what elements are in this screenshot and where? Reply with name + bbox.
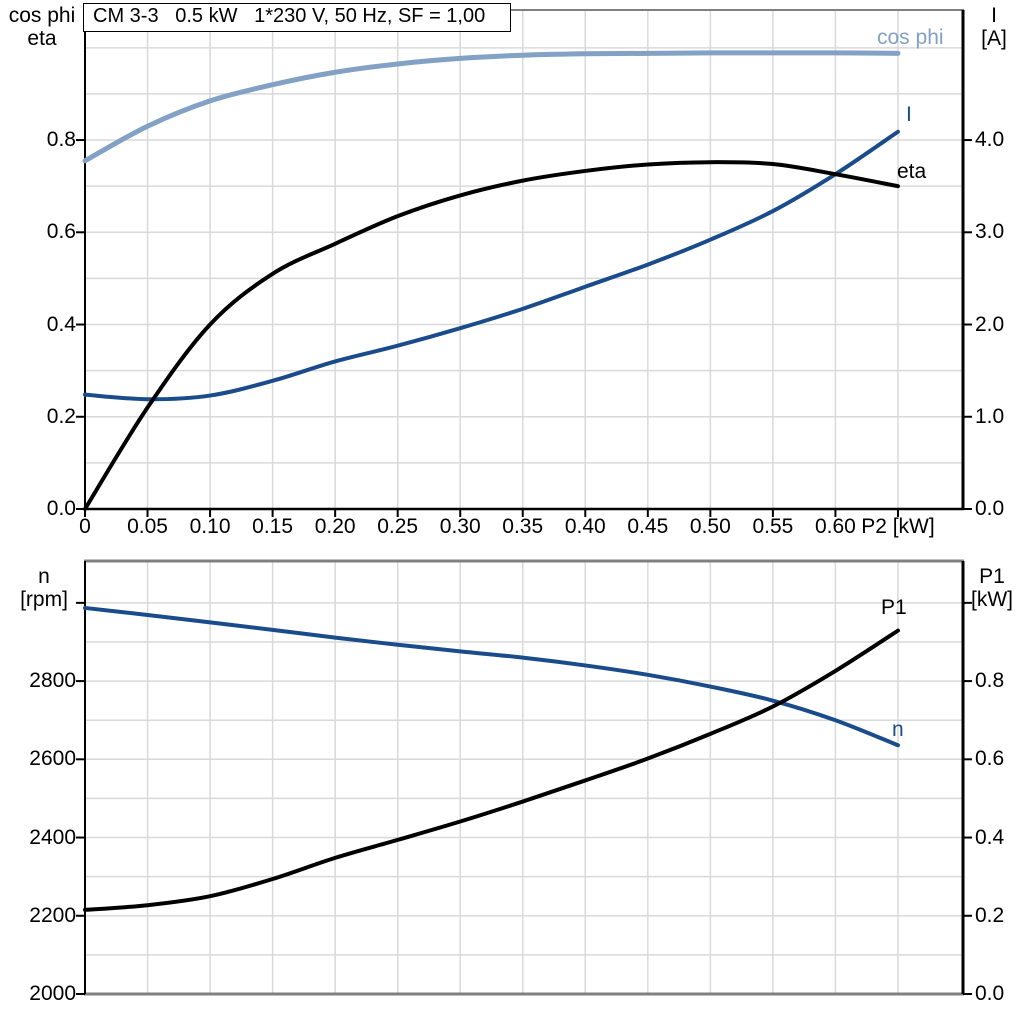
upper-left-axis-title: cos phi eta [2, 4, 82, 50]
curve-i [83, 129, 900, 402]
lower-left-axis-title: n [rpm] [8, 565, 80, 611]
lower-left-axis-title-line2: [rpm] [20, 588, 68, 611]
lower-right-axis-title-line1: P1 [979, 565, 1005, 588]
curve-cos-phi [82, 50, 901, 164]
chart-title: CM 3-3 0.5 kW 1*230 V, 50 Hz, SF = 1,00 [93, 5, 486, 27]
curve-eta [83, 160, 900, 511]
upper-right-axis-title-line1: I [991, 4, 997, 27]
upper-right-axis-title: I [A] [966, 4, 1022, 50]
upper-left-axis-title-line1: cos phi [8, 4, 76, 27]
curve-p1 [83, 628, 900, 912]
upper-right-axis-title-line2: [A] [981, 27, 1007, 50]
chart-title-box: CM 3-3 0.5 kW 1*230 V, 50 Hz, SF = 1,00 [83, 3, 511, 32]
upper-left-axis-title-line2: eta [27, 27, 57, 50]
lower-right-axis-title-line2: [kW] [971, 588, 1013, 611]
lower-right-axis-title: P1 [kW] [962, 565, 1022, 611]
curve-n [83, 605, 900, 748]
lower-left-axis-title-line1: n [38, 565, 50, 588]
